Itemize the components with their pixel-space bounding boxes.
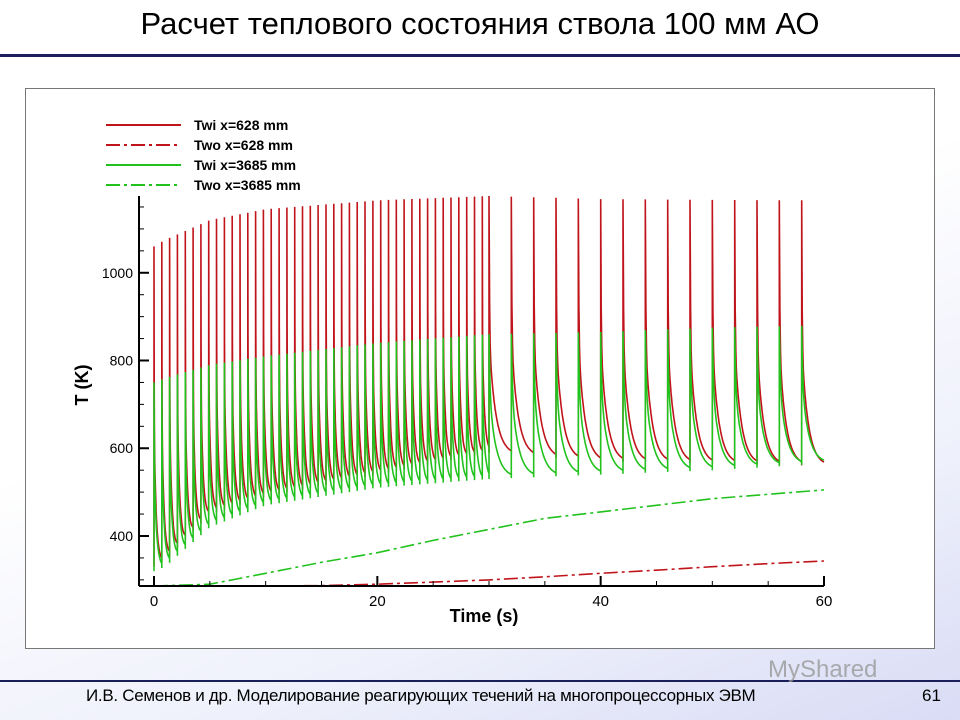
y-tick-label: 800 — [110, 353, 134, 369]
legend-label-2: Twi x=3685 mm — [194, 157, 296, 173]
x-tick-label: 40 — [592, 593, 609, 610]
x-axis-label: Time (s) — [450, 606, 519, 626]
legend-label-1: Two x=628 mm — [194, 137, 293, 153]
legend-label-3: Two x=3685 mm — [194, 177, 301, 193]
x-tick-label: 20 — [369, 593, 386, 610]
x-tick-label: 0 — [150, 593, 158, 610]
footer-divider — [0, 680, 960, 682]
slide-title: Расчет теплового состояния ствола 100 мм… — [140, 6, 820, 41]
axes: 0 20 40 60 400 600 800 1000 — [102, 196, 833, 610]
watermark-logo: MyShared — [768, 656, 878, 683]
legend: Twi x=628 mm Two x=628 mm Twi x=3685 mm Two… — [106, 117, 301, 193]
title-divider — [0, 54, 960, 57]
page-number: 61 — [922, 686, 941, 705]
y-tick-label: 600 — [110, 440, 134, 456]
chart-frame: 0 20 40 60 400 600 800 1000 Twi x=628 mm Two x=6… — [25, 88, 935, 649]
temperature-chart: 0 20 40 60 400 600 800 1000 Twi x=628 mm Two x=6… — [72, 117, 833, 626]
series-line-2 — [153, 325, 825, 572]
footer-text: И.В. Семенов и др. Моделирование реагиру… — [86, 686, 756, 705]
y-axis-label: T (K) — [72, 365, 92, 406]
y-tick-label: 1000 — [102, 265, 133, 281]
x-tick-label: 60 — [816, 593, 833, 610]
plot-lines — [153, 195, 825, 587]
y-tick-label: 400 — [110, 528, 134, 544]
series-line-3 — [153, 489, 825, 587]
legend-label-0: Twi x=628 mm — [194, 117, 288, 133]
